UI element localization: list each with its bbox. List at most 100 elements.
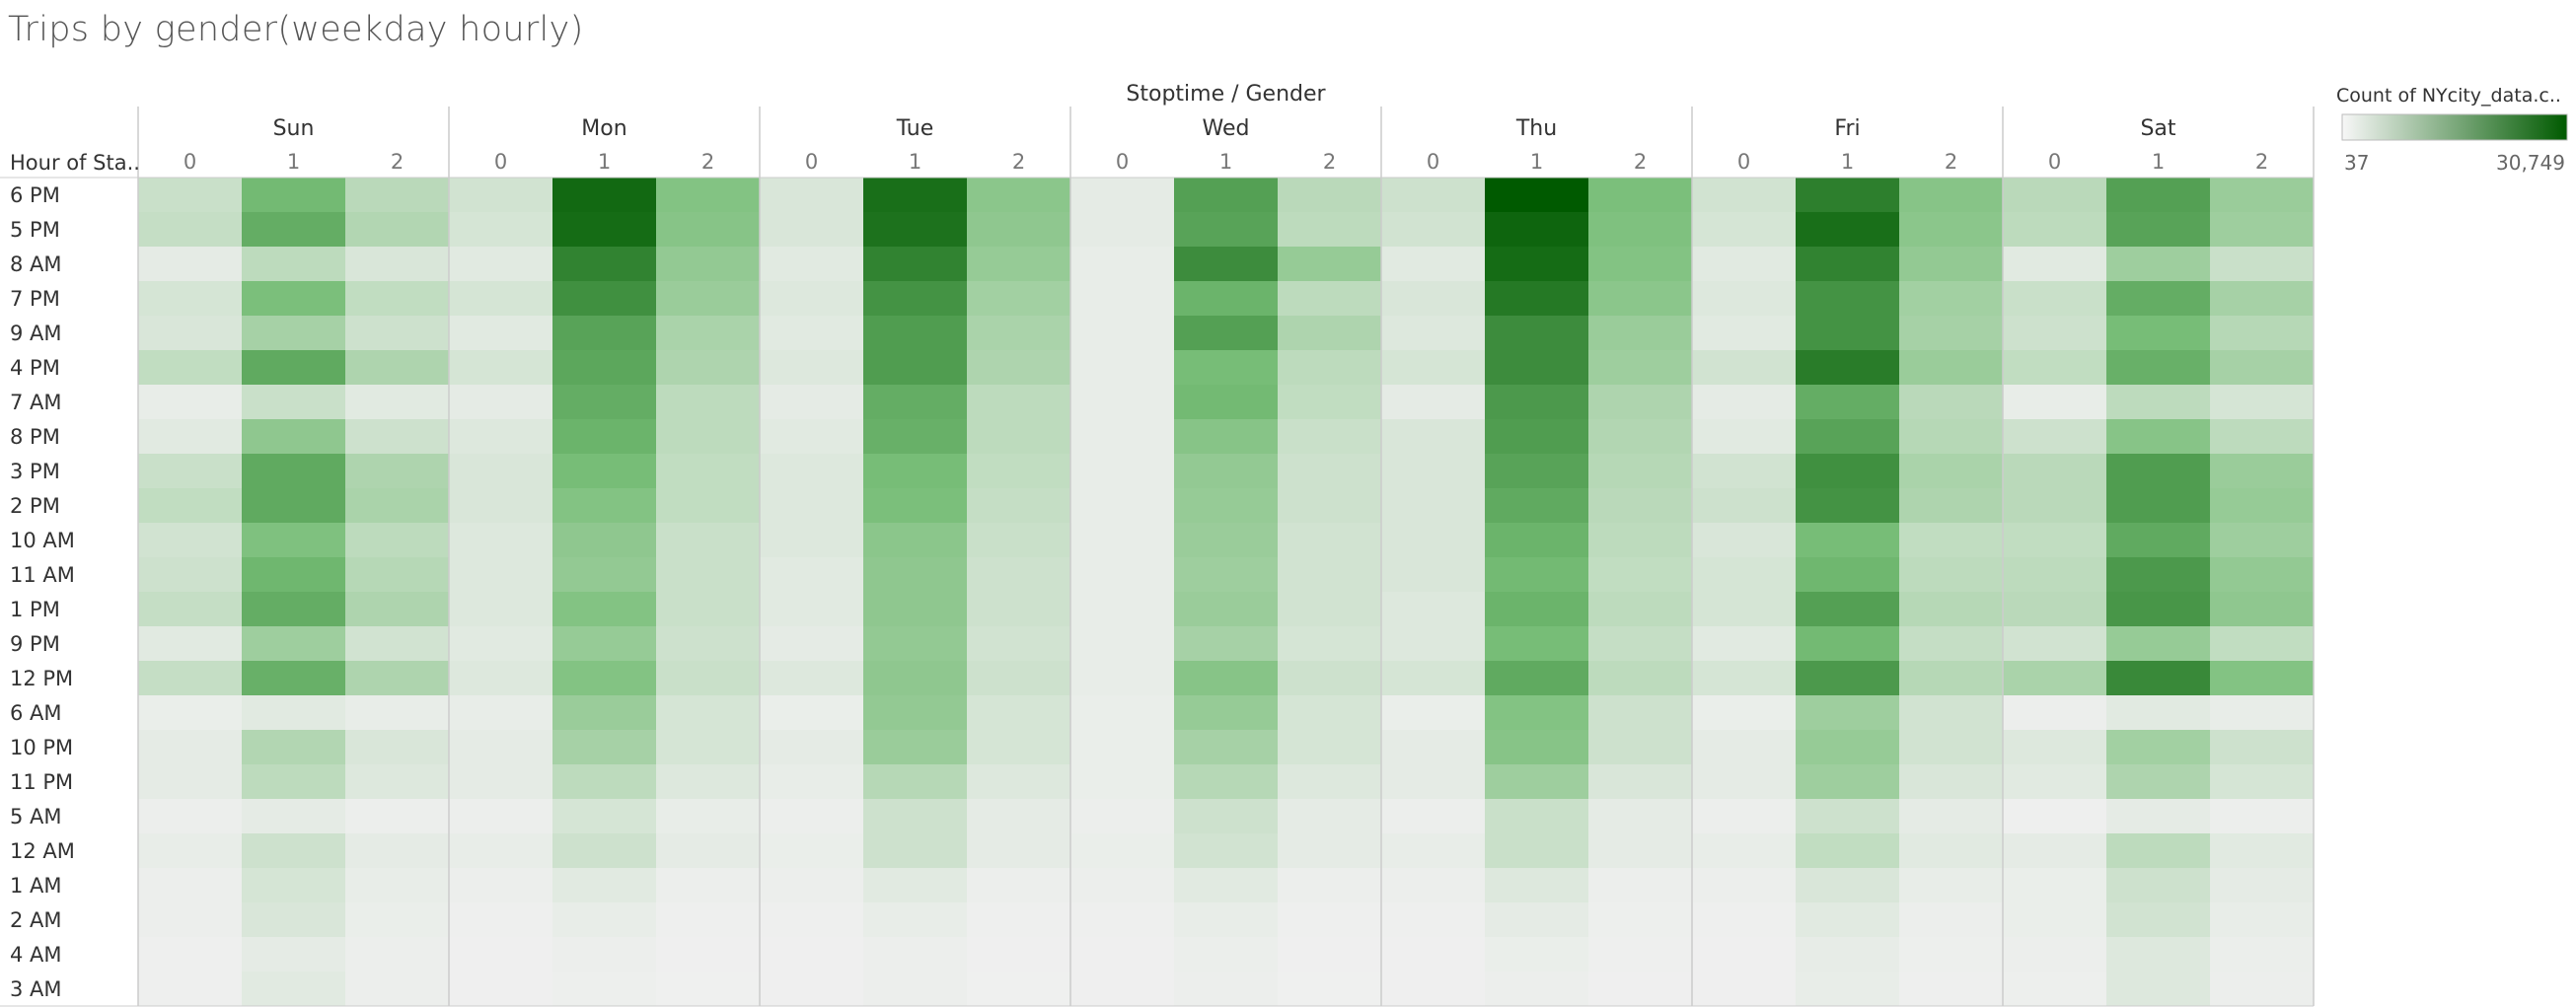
heatmap-cell [1588,454,1692,488]
hour-label: 8 AM [10,252,62,276]
day-label: Fri [1834,116,1860,141]
heatmap-cell [760,868,863,902]
heatmap-cell [1278,316,1381,350]
day-label: Wed [1203,116,1250,141]
heatmap-cell [1381,833,1485,868]
heatmap-cell [2106,316,2210,350]
heatmap-cell [1278,661,1381,695]
heatmap-cell [1174,557,1278,592]
heatmap-cell [863,937,967,972]
heatmap-cell [2003,902,2106,937]
heatmap-cell [1485,695,1588,730]
heatmap-cell [1692,212,1796,247]
chart-title: Trips by gender(weekday hourly) [8,10,584,49]
heatmap-cell [1070,281,1174,316]
heatmap-cell [1278,695,1381,730]
heatmap-cell [449,661,552,695]
heatmap-cell [138,350,242,385]
heatmap-cell [1070,557,1174,592]
heatmap-cell [1692,523,1796,557]
heatmap-cell [1588,523,1692,557]
heatmap-cell [656,833,760,868]
gender-label: 1 [1530,150,1543,174]
heatmap-cell [1070,178,1174,212]
heatmap-cell [2106,178,2210,212]
heatmap-cell [863,868,967,902]
heatmap-cell [138,799,242,833]
gender-label: 1 [1219,150,1232,174]
heatmap-cell [552,281,656,316]
heatmap-cell [1899,695,2003,730]
heatmap-cell [449,592,552,626]
gender-label: 2 [1012,150,1025,174]
heatmap-cell [552,764,656,799]
heatmap-cell [449,557,552,592]
heatmap-cell [242,385,345,419]
heatmap-cell [449,350,552,385]
heatmap-cell [1692,902,1796,937]
heatmap-cell [1796,972,1899,1006]
heatmap-cell [967,419,1070,454]
heatmap-cell [1485,281,1588,316]
heatmap-cell [1796,488,1899,523]
heatmap-cell [1070,350,1174,385]
heatmap-cell [1692,937,1796,972]
heatmap-cell [1899,730,2003,764]
heatmap-cell [2003,592,2106,626]
heatmap-cell [1070,316,1174,350]
heatmap-cell [1174,695,1278,730]
heatmap-cell [967,799,1070,833]
gender-label: 0 [1116,150,1129,174]
heatmap-cell [1588,385,1692,419]
hour-label: 3 PM [10,460,60,483]
heatmap-cell [2106,419,2210,454]
heatmap-cell [345,661,449,695]
heatmap-cell [1796,316,1899,350]
heatmap-cell [1381,523,1485,557]
heatmap-cell [242,281,345,316]
heatmap-cell [449,799,552,833]
heatmap-cell [1070,868,1174,902]
heatmap-cell [1485,661,1588,695]
heatmap-cell [1692,178,1796,212]
heatmap-cell [1796,212,1899,247]
heatmap-cell [1070,592,1174,626]
heatmap-cell [1692,799,1796,833]
heatmap-cell [552,972,656,1006]
hour-label: 9 AM [10,322,62,345]
heatmap-cell [2210,592,2314,626]
heatmap-cell [967,661,1070,695]
heatmap-cell [2210,695,2314,730]
heatmap-cell [138,902,242,937]
heatmap-cell [760,523,863,557]
heatmap-cell [449,902,552,937]
heatmap-cell [1588,247,1692,281]
heatmap-cell [1899,488,2003,523]
heatmap-cell [1588,833,1692,868]
heatmap-cell [345,868,449,902]
heatmap-cell [1796,592,1899,626]
heatmap-cell [1278,454,1381,488]
heatmap-cell [967,730,1070,764]
heatmap-cell [656,799,760,833]
heatmap-cell [967,972,1070,1006]
heatmap-cell [1381,972,1485,1006]
heatmap-cell [2003,212,2106,247]
heatmap-cell [138,661,242,695]
heatmap-cell [1381,178,1485,212]
hour-label: 10 PM [10,736,73,759]
heatmap-cell [449,626,552,661]
heatmap-cell [1485,557,1588,592]
heatmap-cell [1174,350,1278,385]
heatmap-cell [1278,626,1381,661]
heatmap-cell [967,764,1070,799]
heatmap-cell [2106,626,2210,661]
heatmap-cell [967,626,1070,661]
hour-label: 4 AM [10,943,62,967]
heatmap-cell [242,730,345,764]
heatmap-cell [242,523,345,557]
heatmap-cell [1174,902,1278,937]
heatmap-cell [1174,799,1278,833]
heatmap-cell [1070,695,1174,730]
